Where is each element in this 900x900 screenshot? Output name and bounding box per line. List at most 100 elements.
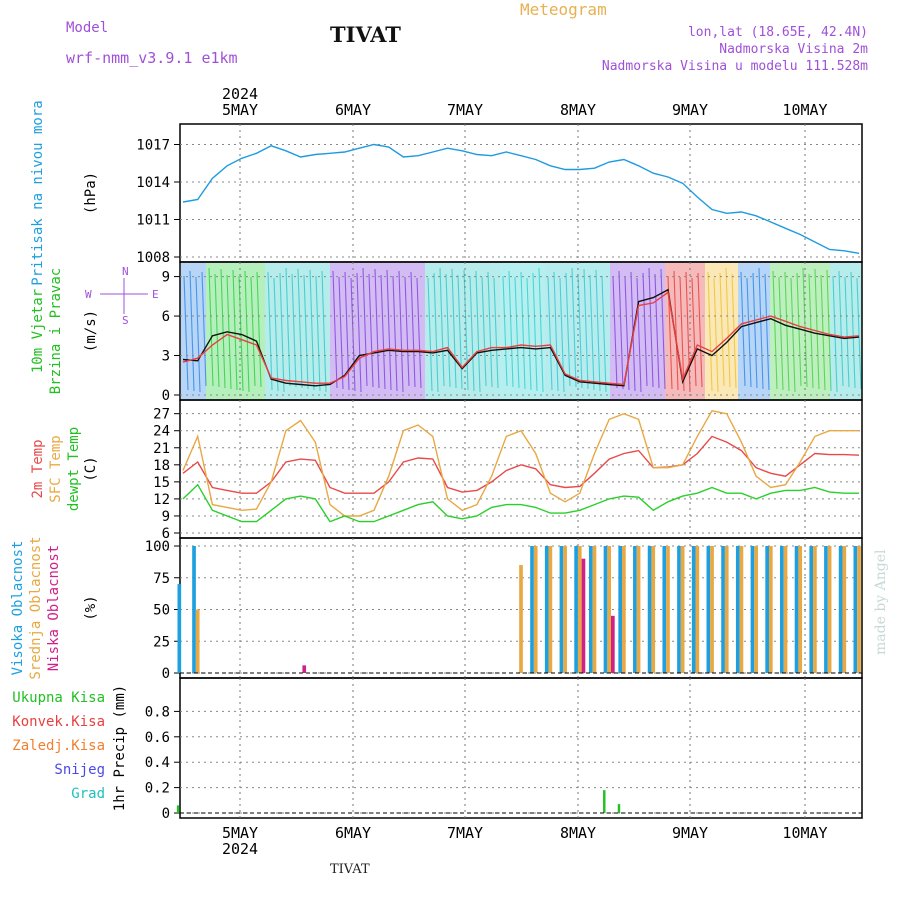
panel-frame-4: [179, 677, 863, 819]
wind-barb: [685, 271, 691, 393]
axis-label-1-1: Brzina i Pravac: [48, 268, 64, 394]
y-tick-label: 9: [162, 270, 170, 286]
bar-ukupna-kisa: [603, 790, 606, 813]
y-tick-label: 50: [153, 603, 170, 619]
precip-legend-1: Konvek.Kisa: [12, 714, 105, 730]
wind-barb: [195, 276, 201, 393]
wind-barb: [273, 277, 279, 392]
axis-label-2-1: SFC Temp: [48, 435, 64, 502]
wind-barb: [386, 269, 392, 391]
wind-barb: [398, 270, 404, 393]
axis-label-2-2: dewpt Temp: [66, 427, 82, 511]
wind-barb: [838, 270, 844, 387]
day-label-bottom: 9MAY: [672, 824, 708, 842]
wind-barb: [654, 273, 660, 389]
wind-barb: [526, 277, 532, 391]
wind-barb: [469, 275, 475, 392]
bar-ukupna-kisa: [617, 804, 621, 813]
wind-barb: [648, 267, 654, 388]
wind-barb: [201, 271, 207, 387]
wind-barb: [601, 275, 607, 393]
bar-visoka-oblacnost: [647, 546, 652, 673]
bottom-station-label: TIVAT: [330, 862, 370, 877]
bar-srednja-oblacnost: [710, 546, 714, 673]
wind-barb: [404, 276, 410, 387]
bar-srednja-oblacnost: [695, 546, 700, 673]
wind-barb: [746, 277, 752, 388]
y-tick-label: 0: [162, 388, 170, 404]
y-tick-label: 0.2: [145, 781, 170, 797]
precip-legend-3: Snijeg: [54, 762, 105, 778]
wind-barb: [784, 271, 790, 392]
y-tick-label: 3: [162, 349, 170, 365]
bar-visoka-oblacnost: [544, 546, 549, 673]
wind-barb: [279, 272, 285, 393]
bar-srednja-oblacnost: [548, 546, 553, 673]
wind-barb: [356, 272, 362, 393]
y-tick-label: 6: [162, 309, 170, 325]
wind-barb: [487, 271, 493, 388]
wind-dir-n: N: [122, 265, 129, 278]
bar-srednja-oblacnost: [636, 546, 641, 673]
y-tick-label: 0: [162, 806, 170, 822]
y-tick-label: 15: [153, 475, 170, 491]
axis-label-2-3: (C): [83, 456, 99, 481]
wind-barb: [285, 267, 291, 387]
station-title: TIVAT: [330, 22, 401, 47]
wind-barb: [713, 277, 719, 393]
bar-visoka-oblacnost: [735, 546, 740, 673]
bar-visoka-oblacnost: [633, 546, 637, 673]
wind-barb: [267, 271, 273, 391]
bar-niska-oblacnost: [611, 615, 615, 673]
wind-barb: [577, 273, 583, 389]
wind-barb: [410, 271, 416, 388]
axis-label-3-3: (%): [83, 595, 99, 620]
bar-srednja-oblacnost: [577, 546, 582, 673]
model-elevation-label: Nadmorska Visina u modelu 111.528m: [601, 59, 868, 74]
y-tick-label: 0.4: [145, 755, 170, 771]
bar-visoka-oblacnost: [780, 546, 784, 673]
wind-barb: [368, 273, 374, 388]
bar-visoka-oblacnost: [662, 546, 667, 673]
precip-axis-label: 1hr Precip (mm): [112, 685, 128, 811]
bar-srednja-oblacnost: [857, 546, 861, 673]
y-tick-label: 1017: [136, 138, 170, 154]
bar-niska-oblacnost: [302, 665, 307, 673]
y-tick-label: 27: [153, 407, 170, 423]
wind-barb: [445, 273, 451, 388]
wind-barb: [463, 269, 469, 391]
day-label-top: 7MAY: [447, 101, 483, 119]
bar-srednja-oblacnost: [754, 546, 758, 673]
wind-barb: [439, 267, 445, 387]
wind-barb: [758, 267, 764, 390]
bar-srednja-oblacnost: [592, 546, 597, 673]
bar-srednja-oblacnost: [533, 546, 538, 673]
wind-barb: [332, 270, 338, 389]
model-name: wrf-nmm_v3.9.1 e1km: [66, 49, 238, 67]
wind-barb: [232, 269, 238, 391]
y-tick-label: 24: [153, 424, 170, 440]
axis-label-1-0: 10m Vjetar: [30, 289, 46, 373]
wind-band-8: [665, 263, 705, 399]
day-label-bottom: 6MAY: [335, 824, 371, 842]
bar-visoka-oblacnost: [559, 546, 564, 673]
day-label-bottom: 5MAY: [222, 824, 258, 842]
wind-barb: [826, 269, 832, 392]
wind-barb: [244, 270, 250, 393]
wind-band-11: [770, 263, 830, 399]
day-label-bottom: 8MAY: [560, 824, 596, 842]
bar-visoka-oblacnost: [603, 546, 608, 673]
wind-barb: [778, 276, 784, 391]
wind-barb: [380, 274, 386, 390]
wind-barb: [725, 267, 731, 388]
wind-barb: [697, 272, 703, 388]
wind-barb: [553, 271, 559, 392]
wind-barb: [362, 267, 368, 387]
y-tick-label: 1011: [136, 213, 170, 229]
wind-barb: [520, 271, 526, 390]
wind-barb: [719, 272, 725, 387]
bar-visoka-oblacnost: [838, 546, 843, 673]
y-tick-label: 6: [162, 526, 170, 542]
signature-text: made by Angel: [873, 549, 889, 656]
wind-barb: [850, 271, 856, 389]
